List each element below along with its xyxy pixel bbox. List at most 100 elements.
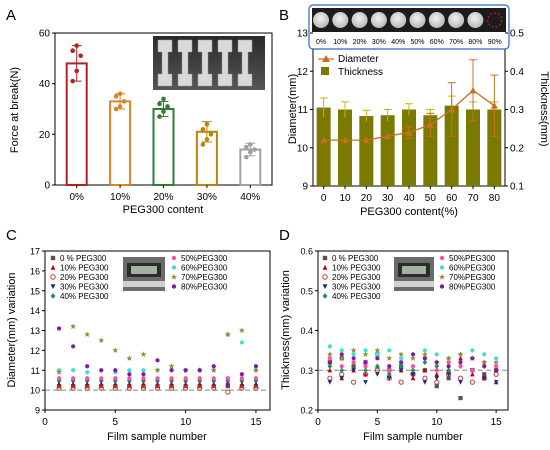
x-tick-label: 15 [491, 417, 503, 428]
x-tick-label: 10% [110, 192, 130, 203]
panel-letter-a: A [6, 7, 16, 24]
data-point [165, 104, 170, 109]
x-tick-label: 20 [361, 193, 373, 204]
data-point [470, 356, 475, 361]
data-point [481, 376, 487, 381]
data-point [398, 368, 404, 373]
legend-label: 20% PEG300 [60, 273, 109, 282]
y-tick-label: 0.6 [300, 247, 313, 257]
data-point [469, 379, 475, 385]
data-point [183, 376, 188, 381]
caliper-photo-d [394, 257, 434, 291]
thickness-bar [487, 109, 502, 186]
data-point [117, 91, 123, 97]
data-point [375, 352, 380, 357]
legend-label: 10% PEG300 [332, 264, 381, 273]
legend-label: 70%PEG300 [181, 273, 228, 282]
data-point [204, 121, 210, 127]
legend-marker [50, 255, 56, 261]
data-point [74, 43, 79, 48]
data-point [351, 364, 356, 369]
data-point [127, 376, 132, 381]
y2-tick-label: 0.3 [510, 105, 524, 116]
y-tick-label: 17 [30, 247, 40, 257]
bar-10% [109, 100, 132, 186]
data-point [253, 385, 259, 391]
data-point [327, 344, 332, 349]
data-point [398, 379, 404, 385]
data-point [434, 352, 439, 357]
data-point [208, 132, 214, 137]
data-point [154, 367, 161, 373]
film-disc-missing [487, 12, 503, 28]
y2-tick-label: 0.5 [510, 29, 524, 40]
data-point [252, 367, 259, 373]
data-point [244, 144, 249, 150]
data-point [141, 376, 146, 381]
data-point [386, 371, 392, 377]
data-point [99, 368, 104, 373]
panel-a-ylabel: Force at break(N) [9, 67, 21, 153]
data-point [127, 372, 132, 377]
photo-label: 30% [372, 39, 386, 46]
data-point [85, 370, 90, 375]
data-point [155, 358, 160, 363]
data-point [197, 385, 203, 391]
y-tick-label: 9 [35, 406, 40, 416]
data-point [351, 368, 356, 373]
thickness-bar [316, 107, 331, 186]
panel-b-y2label: Thickness(mm) [538, 71, 550, 146]
data-point [387, 348, 392, 353]
data-point [70, 78, 75, 84]
photo-label: 70% [449, 39, 463, 46]
x-tick-label: 10 [339, 193, 351, 204]
dogbone-specimens-photo [153, 36, 265, 90]
data-point [127, 368, 132, 373]
data-point [78, 53, 83, 59]
data-point [117, 104, 123, 109]
data-point [168, 363, 175, 369]
x-tick-label: 10 [431, 417, 443, 428]
data-point [204, 137, 210, 142]
thickness-bar [380, 115, 395, 186]
data-point [351, 352, 356, 357]
data-point [339, 364, 344, 369]
data-point [446, 360, 451, 365]
data-point [422, 348, 427, 353]
data-point [56, 376, 62, 381]
thickness-bar [444, 105, 459, 186]
data-point [434, 376, 440, 381]
legend-label: 30% PEG300 [60, 283, 109, 292]
data-point [339, 352, 344, 357]
data-point [470, 371, 475, 377]
y-tick-label: 10 [297, 143, 309, 154]
data-point [446, 376, 451, 381]
legend-marker [439, 255, 445, 261]
data-point [112, 385, 118, 391]
data-point [387, 368, 392, 373]
data-point [157, 114, 162, 119]
y-tick-label: 11 [298, 105, 309, 116]
data-point [363, 364, 368, 369]
data-point [339, 367, 345, 373]
panel-letter-c: C [6, 227, 17, 244]
data-point [386, 376, 392, 381]
data-point [238, 327, 245, 334]
panel-c-ylabel: Diameter(mm) variation [6, 273, 18, 388]
y-tick-label: 10 [30, 386, 40, 396]
data-point [248, 149, 253, 155]
data-point [239, 340, 244, 345]
film-disc [448, 12, 465, 28]
legend-label: 40% PEG300 [332, 292, 381, 301]
data-point [399, 360, 404, 365]
legend-label: 70%PEG300 [449, 273, 496, 282]
data-point [446, 372, 451, 377]
y-tick-label: 40 [39, 79, 51, 90]
data-point [422, 367, 428, 373]
x-tick-label: 5 [375, 417, 381, 428]
data-point [494, 364, 499, 369]
y-tick-label: 0.2 [300, 406, 313, 416]
legend-label: 50%PEG300 [181, 254, 228, 263]
legend-label: 80%PEG300 [181, 283, 228, 292]
photo-label: 40% [391, 39, 405, 46]
